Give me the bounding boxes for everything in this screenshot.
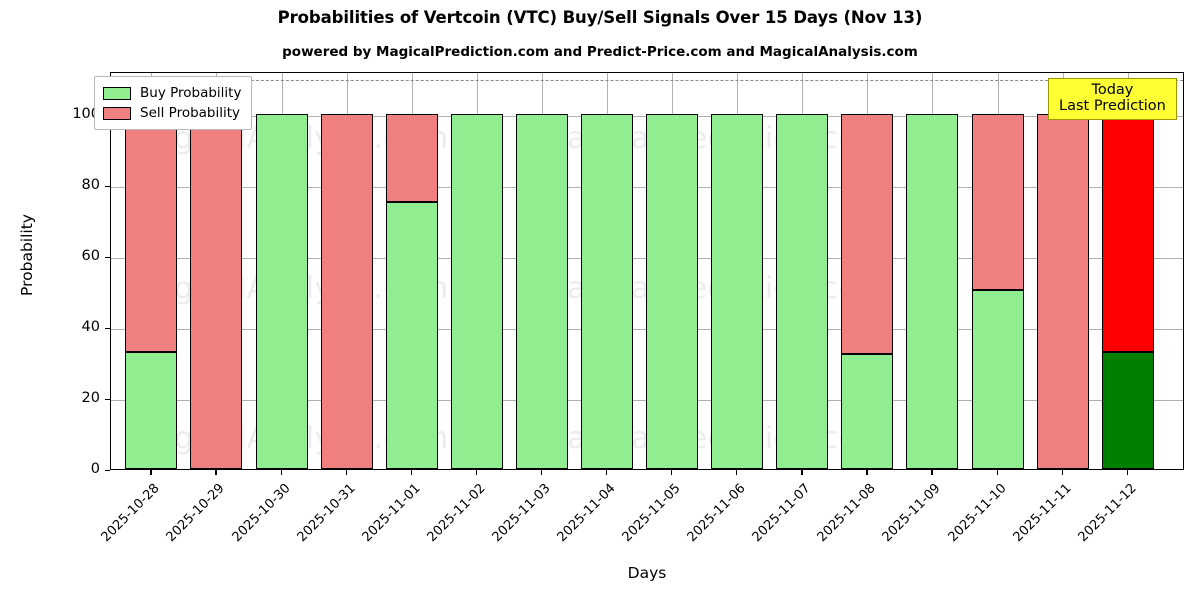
x-axis-tick-mark [1126,470,1129,475]
bar-segment-buy[interactable] [906,113,959,469]
x-axis-label: Days [627,564,667,582]
bar-segment-buy[interactable] [450,113,503,469]
plot-area: MagicalAnalysis.comMagicalPrediction.com… [110,72,1184,470]
y-axis-tick-label: 0 [90,461,100,477]
x-axis-tick-mark [280,470,282,475]
bar-segment-sell[interactable] [125,113,178,352]
chart-subtitle: powered by MagicalPrediction.com and Pre… [282,44,918,60]
bar-segment-buy[interactable] [125,351,178,469]
chart-title: Probabilities of Vertcoin (VTC) Buy/Sell… [277,8,923,27]
y-axis-tick-mark [105,256,110,259]
bar-group[interactable] [580,73,634,469]
x-axis-tick-mark [996,470,998,475]
y-axis-tick-mark [105,327,110,330]
x-axis-tick-mark [410,470,413,475]
legend-label-sell: Sell Probability [140,105,241,121]
y-axis-tick-label: 100 [72,105,100,122]
x-axis-tick-mark [345,470,347,475]
x-axis-tick-mark [671,470,673,475]
bar-group[interactable] [515,73,568,469]
x-axis-tick-mark [475,470,478,475]
bar-segment-sell[interactable] [385,113,438,203]
bar-group[interactable] [971,73,1024,469]
x-axis-tick-mark [215,470,217,475]
x-axis-tick-mark [866,470,868,475]
y-axis-tick-label: 40 [81,318,100,335]
bar-segment-buy[interactable] [255,113,308,469]
threshold-line [111,80,1183,82]
chart-legend: Buy Probability Sell Probability [94,76,253,130]
bar-segment-sell[interactable] [1101,113,1154,352]
bar-group[interactable] [450,73,503,469]
today-annotation: Today Last Prediction [1048,78,1177,121]
x-axis-tick-mark [801,470,803,475]
y-axis-tick-mark [105,470,110,472]
bar-segment-buy[interactable] [841,353,894,469]
legend-label-buy: Buy Probability [140,85,242,101]
bar-segment-sell[interactable] [320,113,373,469]
legend-swatch-sell [103,106,131,120]
bar-group[interactable] [1036,73,1089,469]
bar-group[interactable] [125,73,178,469]
y-axis-tick-mark [105,185,110,187]
y-axis-tick-label: 80 [81,176,100,193]
bar-segment-sell[interactable] [971,113,1024,290]
bar-group[interactable] [646,73,699,469]
x-axis-tick-mark [736,470,738,475]
x-axis-tick-mark [931,470,933,475]
x-axis-tick-mark [540,470,543,475]
bar-segment-buy[interactable] [385,202,438,469]
bar-segment-sell[interactable] [190,113,243,469]
bar-segment-sell[interactable] [1036,113,1089,469]
y-axis-tick-label: 60 [81,247,100,264]
bar-segment-buy[interactable] [1101,351,1154,469]
bar-segment-buy[interactable] [580,113,634,469]
bar-group[interactable] [320,73,373,469]
y-axis-tick-mark [105,398,110,401]
bar-group[interactable] [841,73,894,469]
bar-group[interactable] [711,73,764,469]
x-axis-tick-mark [605,470,608,475]
bar-segment-sell[interactable] [841,113,894,354]
bar-group[interactable] [190,73,243,469]
bar-group[interactable] [1101,73,1154,469]
bar-group[interactable] [385,73,438,469]
today-annotation-line2: Last Prediction [1059,98,1166,115]
bar-segment-buy[interactable] [711,113,764,469]
x-axis-tick-mark [1061,470,1063,475]
x-axis-tick-mark [150,470,152,475]
legend-item-sell: Sell Probability [103,103,241,123]
legend-swatch-buy [103,86,131,100]
bar-segment-buy[interactable] [776,113,829,469]
bar-segment-buy[interactable] [646,113,699,469]
bar-group[interactable] [255,73,308,469]
legend-item-buy: Buy Probability [103,83,241,103]
bar-segment-buy[interactable] [515,113,568,469]
y-axis-tick-label: 20 [81,389,100,406]
bar-group[interactable] [906,73,959,469]
y-axis-label: Probability [18,214,36,296]
bar-segment-buy[interactable] [971,289,1024,469]
today-annotation-line1: Today [1091,82,1134,98]
bar-group[interactable] [776,73,829,469]
